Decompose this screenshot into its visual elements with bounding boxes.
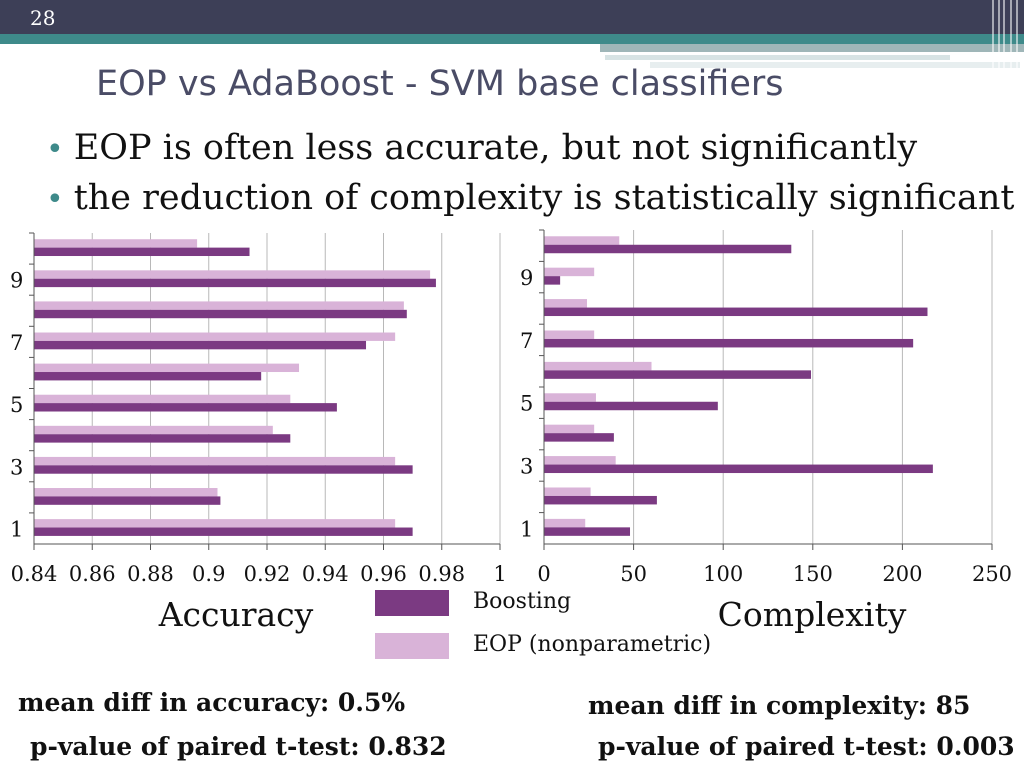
- bar-boosting: [544, 244, 792, 254]
- y-tick-label: 3: [520, 455, 533, 479]
- bar-boosting: [34, 340, 367, 350]
- bar-boosting: [34, 372, 262, 381]
- bar-eop: [34, 425, 273, 435]
- y-tick-label: 7: [520, 329, 533, 353]
- header-bar: [0, 0, 1024, 34]
- bar-boosting: [544, 370, 812, 379]
- bar-eop: [34, 332, 396, 341]
- x-tick-label: 150: [793, 562, 833, 586]
- x-tick-label: 0.9: [192, 562, 225, 586]
- y-tick-label: 5: [10, 393, 23, 417]
- bar-boosting: [34, 527, 413, 536]
- complexity-p-value: p-value of paired t-test: 0.003: [598, 732, 1015, 761]
- bar-eop: [544, 236, 620, 245]
- y-tick-label: 1: [10, 517, 23, 541]
- bar-eop: [544, 424, 595, 434]
- bullet-item: • EOP is often less accurate, but not sig…: [46, 128, 917, 168]
- bar-boosting: [544, 495, 657, 505]
- x-tick-label: 250: [972, 562, 1012, 586]
- header-decor-line: [650, 62, 1020, 68]
- bullet-dot-icon: •: [46, 132, 64, 167]
- x-tick-label: 0: [537, 562, 550, 586]
- bar-boosting: [544, 307, 928, 317]
- x-tick-label: 50: [620, 562, 647, 586]
- bar-boosting: [34, 434, 291, 443]
- bullet-item: • the reduction of complexity is statisti…: [46, 178, 1014, 218]
- bar-eop: [544, 456, 616, 465]
- legend-swatch-eop: [375, 633, 449, 659]
- bar-boosting: [544, 338, 914, 348]
- accuracy-p-value: p-value of paired t-test: 0.832: [30, 732, 447, 761]
- bar-boosting: [34, 496, 221, 505]
- legend-swatch-boosting: [375, 590, 449, 616]
- bar-boosting: [34, 465, 413, 474]
- accuracy-mean-diff: mean diff in accuracy: 0.5%: [18, 688, 406, 717]
- y-tick-label: 3: [10, 455, 23, 479]
- bar-eop: [34, 270, 431, 279]
- bar-eop: [34, 519, 396, 528]
- chart-title: Complexity: [718, 595, 907, 634]
- x-tick-label: 1: [493, 562, 506, 586]
- bar-boosting: [544, 433, 614, 442]
- bar-boosting: [544, 276, 561, 285]
- bar-boosting: [544, 527, 631, 536]
- bar-boosting: [544, 464, 933, 474]
- chart-title: Accuracy: [158, 595, 314, 634]
- bar-eop: [34, 394, 291, 404]
- header-decor-stripes: [988, 0, 1024, 70]
- bar-eop: [544, 267, 595, 277]
- bar-eop: [544, 393, 596, 402]
- bar-boosting: [34, 309, 407, 319]
- legend-label-eop: EOP (nonparametric): [473, 632, 712, 657]
- bar-eop: [34, 301, 404, 310]
- y-tick-label: 9: [520, 266, 533, 290]
- bar-eop: [34, 488, 218, 497]
- bar-boosting: [34, 278, 436, 288]
- bar-eop: [34, 363, 300, 373]
- y-tick-label: 5: [520, 392, 533, 416]
- slide-title: EOP vs AdaBoost - SVM base classifiers: [96, 64, 784, 104]
- complexity-chart: 0 50 100 150 200 250 1 3 5 7 9 Complexity: [520, 229, 1012, 634]
- header-decor-line: [605, 55, 950, 60]
- header-accent-stripe: [0, 34, 1024, 44]
- y-tick-label: 1: [520, 517, 533, 541]
- x-tick-label: 0.86: [69, 562, 116, 586]
- bar-eop: [544, 361, 652, 371]
- legend-label-boosting: Boosting: [473, 589, 572, 614]
- x-tick-label: 0.98: [418, 562, 465, 586]
- x-tick-label: 0.92: [244, 562, 291, 586]
- bullet-dot-icon: •: [46, 182, 64, 217]
- x-tick-label: 200: [882, 562, 922, 586]
- bullet-text: EOP is often less accurate, but not sign…: [73, 128, 918, 168]
- bar-eop: [544, 330, 595, 339]
- bullet-text: the reduction of complexity is statistic…: [73, 178, 1015, 218]
- bar-eop: [34, 239, 198, 248]
- bar-eop: [34, 456, 396, 466]
- complexity-mean-diff: mean diff in complexity: 85: [588, 691, 971, 720]
- x-tick-label: 0.88: [127, 562, 174, 586]
- header-decor-stripe: [600, 44, 1024, 52]
- x-tick-label: 100: [703, 562, 743, 586]
- bar-boosting: [34, 247, 250, 257]
- accuracy-chart: 0.84 0.86 0.88 0.9 0.92 0.94 0.96 0.98 1 1 3 5 7 9 Acc…: [10, 232, 507, 634]
- y-tick-label: 7: [10, 331, 23, 355]
- x-tick-label: 0.96: [360, 562, 407, 586]
- slide-number: 28: [30, 6, 56, 30]
- bar-boosting: [34, 403, 337, 412]
- x-tick-label: 0.84: [11, 562, 58, 586]
- y-tick-label: 9: [10, 269, 23, 293]
- bar-eop: [544, 299, 588, 308]
- x-tick-label: 0.94: [302, 562, 349, 586]
- bar-eop: [544, 487, 591, 496]
- bar-boosting: [544, 401, 718, 411]
- bar-eop: [544, 518, 586, 528]
